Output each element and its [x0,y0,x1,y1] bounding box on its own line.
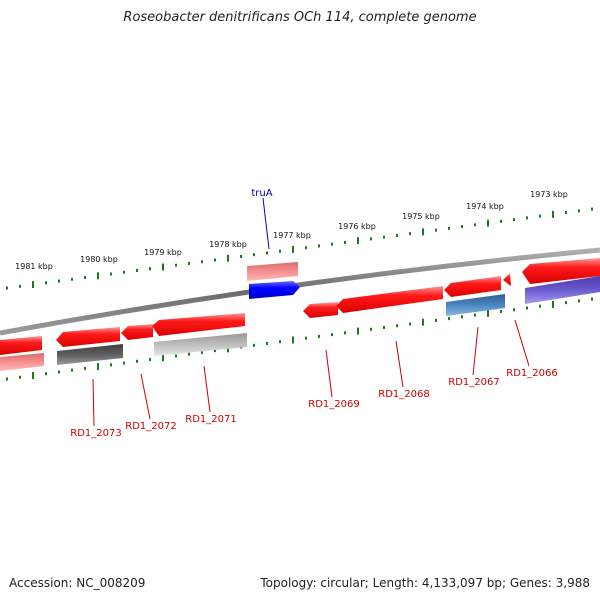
scale-label: 1973 kbp [530,190,568,199]
leader-rd1-2067 [472,326,479,376]
scale-ticks-upper [6,207,593,290]
gene-rd1-2071[interactable] [152,313,245,336]
leader-rd1-2072 [140,373,151,420]
leader-rd1-2069 [325,349,333,398]
label-rd1-2071: RD1_2071 [185,414,236,425]
scale-label: 1980 kbp [80,255,118,264]
upper-genes [247,258,600,304]
gene-truA-pink[interactable] [247,262,298,281]
scale-label: 1976 kbp [338,222,376,231]
scale-label: 1979 kbp [144,248,182,257]
label-rd1-2072: RD1_2072 [125,421,176,432]
scale-label: 1978 kbp [209,240,247,249]
scale-label: 1975 kbp [402,212,440,221]
lower-genes [0,276,505,371]
scale-label: 1977 kbp [273,231,311,240]
gene-rd1-2072[interactable] [121,324,153,340]
leader-truA [262,197,270,250]
label-rd1-2066: RD1_2066 [506,368,557,379]
lower-gene-labels: RD1_2073 RD1_2072 RD1_2071 RD1_2069 RD1_… [70,368,557,439]
gene-rd1-2071-gray[interactable] [154,333,247,356]
gene-left-red[interactable] [0,336,42,355]
label-leaders [92,197,530,427]
gene-rd1-2066-purple[interactable] [525,276,600,304]
gene-rd1-2069[interactable] [303,302,338,318]
gene-rd1-2066-upper[interactable] [522,258,600,284]
scale-labels: 1981 kbp 1980 kbp 1979 kbp 1978 kbp 1977 kbp… [15,190,568,271]
gene-truA[interactable] [249,281,300,299]
map-title: Roseobacter denitrificans OCh 114, compl… [123,10,477,25]
label-rd1-2073: RD1_2073 [70,428,121,439]
label-rd1-2069: RD1_2069 [308,399,359,410]
genome-backbone [0,247,600,336]
leader-rd1-2068 [395,340,404,388]
gene-rd1-2073[interactable] [56,327,120,347]
gene-left-pink[interactable] [0,353,44,371]
scale-label: 1974 kbp [466,202,504,211]
gene-rd1-2067[interactable] [444,276,501,297]
genome-summary-text: Topology: circular; Length: 4,133,097 bp… [260,576,590,590]
scale-ticks-lower [6,297,593,381]
leader-rd1-2066 [514,319,530,367]
leader-rd1-2071 [203,365,211,413]
gene-rd1-2073-gray[interactable] [57,344,123,365]
accession-text: Accession: NC_008209 [9,576,146,590]
label-rd1-2067: RD1_2067 [448,377,499,388]
scale-label: 1981 kbp [15,262,53,271]
label-rd1-2068: RD1_2068 [378,389,429,400]
label-truA: truA [251,188,272,199]
gene-rd1-2067-steel[interactable] [446,294,505,316]
leader-rd1-2073 [92,378,95,427]
gene-small-red[interactable] [503,273,511,286]
gene-rd1-2068[interactable] [336,286,443,313]
